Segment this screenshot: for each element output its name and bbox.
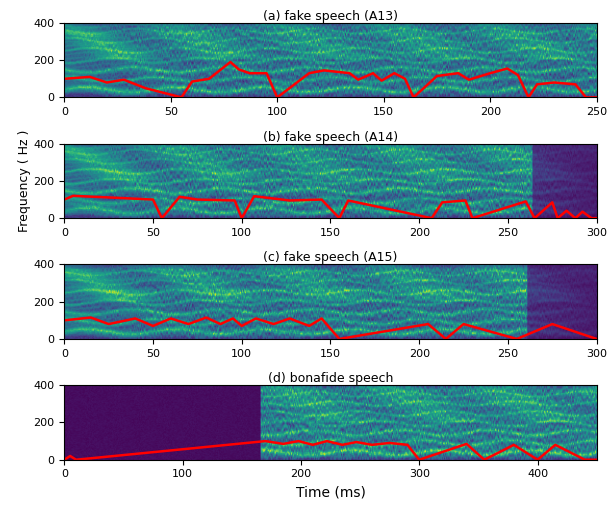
X-axis label: Time (ms): Time (ms): [296, 485, 365, 499]
Title: (c) fake speech (A15): (c) fake speech (A15): [263, 251, 398, 264]
Y-axis label: Frequency ( Hz ): Frequency ( Hz ): [18, 130, 31, 232]
Title: (d) bonafide speech: (d) bonafide speech: [268, 372, 393, 385]
Title: (a) fake speech (A13): (a) fake speech (A13): [263, 10, 398, 23]
Title: (b) fake speech (A14): (b) fake speech (A14): [263, 131, 398, 144]
